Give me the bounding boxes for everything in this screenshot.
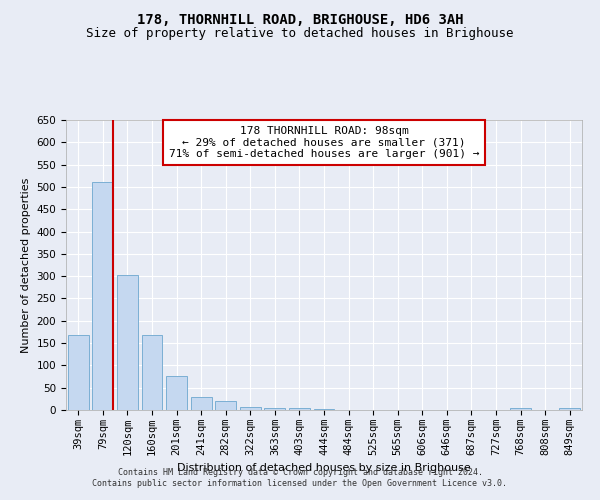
Bar xyxy=(215,401,236,410)
Bar xyxy=(510,408,531,410)
Text: Contains HM Land Registry data © Crown copyright and database right 2024.
Contai: Contains HM Land Registry data © Crown c… xyxy=(92,468,508,487)
Text: Size of property relative to detached houses in Brighouse: Size of property relative to detached ho… xyxy=(86,28,514,40)
Y-axis label: Number of detached properties: Number of detached properties xyxy=(21,178,31,352)
Bar xyxy=(314,409,334,410)
Text: 178, THORNHILL ROAD, BRIGHOUSE, HD6 3AH: 178, THORNHILL ROAD, BRIGHOUSE, HD6 3AH xyxy=(137,12,463,26)
Bar xyxy=(68,335,89,410)
Bar xyxy=(92,182,113,410)
Bar xyxy=(265,408,286,410)
Bar xyxy=(559,408,580,410)
Bar xyxy=(166,376,187,410)
X-axis label: Distribution of detached houses by size in Brighouse: Distribution of detached houses by size … xyxy=(177,464,471,473)
Bar xyxy=(117,275,138,410)
Bar xyxy=(289,408,310,410)
Bar xyxy=(191,396,212,410)
Text: 178 THORNHILL ROAD: 98sqm
← 29% of detached houses are smaller (371)
71% of semi: 178 THORNHILL ROAD: 98sqm ← 29% of detac… xyxy=(169,126,479,159)
Bar xyxy=(142,335,163,410)
Bar xyxy=(240,408,261,410)
